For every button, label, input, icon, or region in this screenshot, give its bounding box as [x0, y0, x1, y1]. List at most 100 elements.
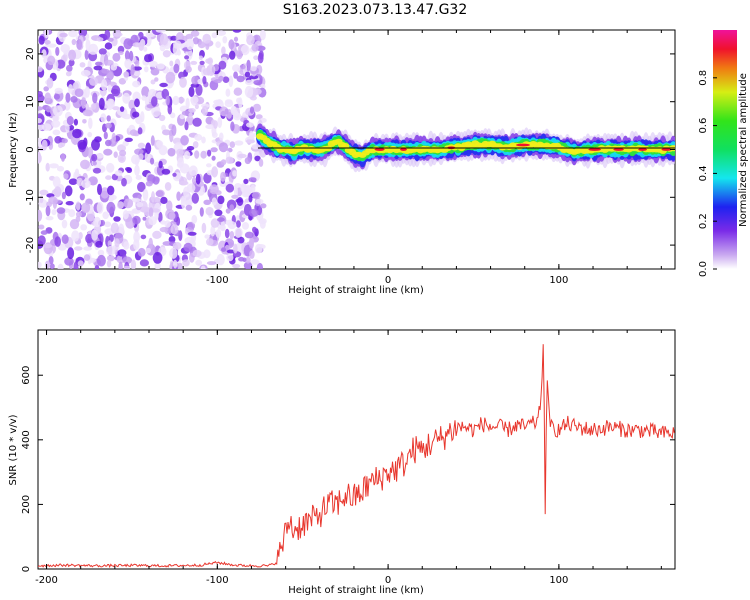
noise-speckle [132, 66, 142, 71]
noise-speckle [103, 131, 108, 140]
noise-speckle [159, 226, 169, 233]
noise-speckle [219, 132, 224, 141]
noise-speckle [248, 177, 257, 183]
noise-speckle [90, 103, 97, 110]
noise-speckle [107, 185, 115, 196]
noise-speckle [234, 186, 238, 198]
spectrogram-noise-region [38, 30, 267, 269]
y-tick-label: 20 [25, 48, 36, 61]
noise-speckle [233, 87, 243, 96]
noise-speckle [170, 224, 179, 235]
noise-speckle [45, 216, 54, 221]
noise-speckle [45, 205, 51, 217]
noise-speckle [106, 259, 112, 268]
noise-speckle [60, 153, 66, 162]
noise-speckle [216, 30, 227, 36]
noise-speckle [204, 234, 210, 239]
noise-speckle [108, 98, 115, 109]
noise-speckle [63, 173, 69, 180]
noise-speckle [225, 219, 233, 226]
noise-speckle [177, 157, 185, 167]
noise-speckle [165, 71, 176, 84]
noise-speckle [68, 84, 73, 94]
noise-speckle [160, 196, 168, 204]
noise-speckle [232, 64, 241, 72]
noise-speckle [134, 59, 140, 67]
noise-speckle [96, 37, 104, 42]
x-tick-label: 100 [549, 275, 568, 286]
noise-speckle [173, 259, 178, 269]
noise-speckle [145, 180, 153, 187]
noise-speckle [91, 229, 98, 241]
x-tick-label: 0 [385, 575, 391, 586]
noise-speckle [93, 65, 103, 71]
noise-speckle [130, 259, 137, 269]
noise-speckle [188, 108, 196, 113]
noise-speckle [123, 241, 130, 250]
noise-speckle [49, 263, 55, 269]
noise-speckle [206, 65, 211, 76]
noise-speckle [85, 233, 93, 244]
noise-speckle [130, 64, 135, 76]
noise-speckle [205, 42, 210, 50]
noise-speckle [118, 78, 127, 85]
noise-speckle [217, 117, 223, 128]
noise-speckle [43, 243, 53, 249]
noise-speckle [106, 245, 116, 256]
noise-speckle [210, 147, 218, 153]
x-tick-label: -200 [35, 575, 58, 586]
noise-speckle [233, 243, 238, 254]
noise-speckle [191, 214, 198, 224]
noise-speckle [221, 46, 226, 55]
noise-speckle [61, 191, 66, 200]
noise-speckle [122, 256, 133, 264]
noise-speckle [122, 140, 129, 147]
noise-speckle [172, 43, 180, 56]
y-tick-label: 600 [21, 366, 32, 385]
noise-speckle [137, 127, 143, 135]
noise-speckle [138, 41, 144, 51]
colorbar-gradient [713, 30, 737, 269]
noise-speckle [179, 114, 185, 120]
noise-speckle [53, 93, 61, 100]
noise-speckle [180, 135, 189, 146]
noise-speckle [199, 60, 205, 65]
noise-speckle [220, 171, 226, 182]
noise-speckle [113, 216, 121, 222]
noise-speckle [137, 181, 146, 193]
noise-speckle [105, 122, 112, 129]
noise-speckle [149, 60, 158, 68]
noise-speckle [250, 259, 260, 265]
noise-speckle [104, 42, 113, 50]
snr-xlabel: Height of straight line (km) [288, 585, 424, 596]
noise-speckle [148, 216, 157, 226]
noise-speckle [123, 38, 133, 50]
noise-speckle [243, 261, 253, 269]
noise-speckle [192, 141, 199, 149]
noise-speckle [186, 38, 194, 50]
noise-speckle [68, 30, 78, 38]
y-tick-label: 200 [21, 495, 32, 514]
noise-speckle [234, 140, 244, 146]
noise-speckle [206, 238, 214, 246]
noise-speckle [141, 95, 147, 101]
noise-speckle [138, 153, 144, 160]
noise-speckle [54, 87, 63, 94]
noise-speckle [72, 128, 82, 139]
noise-speckle [83, 254, 91, 261]
noise-speckle [248, 208, 259, 217]
noise-speckle [82, 119, 87, 124]
noise-speckle [81, 202, 91, 214]
noise-speckle [152, 176, 160, 185]
noise-speckle [123, 265, 131, 269]
noise-speckle [255, 114, 263, 120]
noise-speckle [152, 230, 162, 239]
noise-speckle [192, 249, 202, 258]
noise-speckle [45, 162, 50, 172]
noise-speckle [72, 82, 79, 90]
signal-blob [341, 143, 350, 149]
noise-speckle [137, 142, 145, 149]
y-tick-label: -10 [25, 189, 36, 205]
noise-speckle [112, 52, 121, 62]
noise-speckle [252, 103, 262, 112]
